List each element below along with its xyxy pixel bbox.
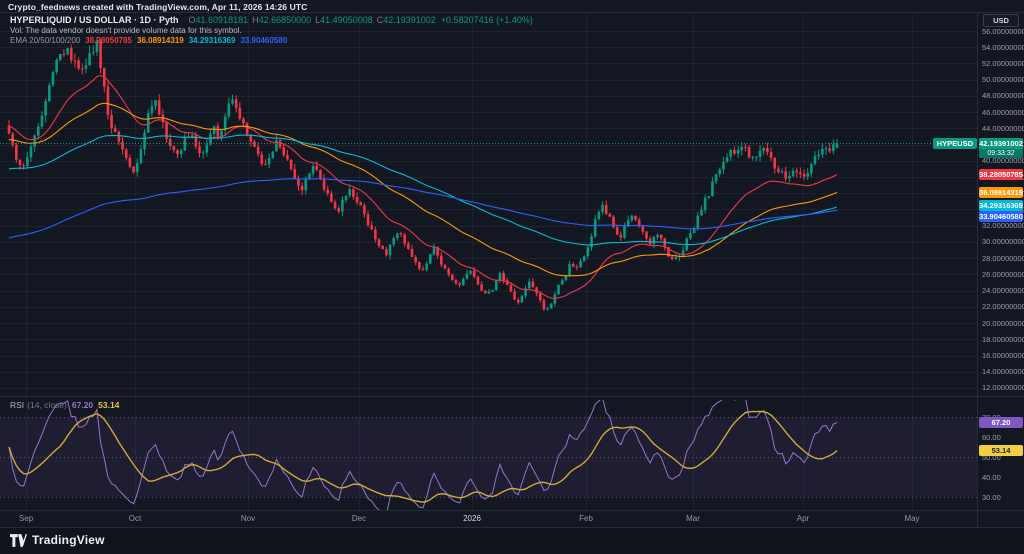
ohlc-letter: L: [315, 15, 321, 25]
time-label: 2026: [463, 514, 481, 523]
pane-separator-axis-footer: [0, 527, 1024, 528]
price-tick: 54.00000000: [982, 42, 1024, 52]
brand-name: TradingView: [32, 533, 105, 547]
tradingview-logo-icon: [10, 533, 27, 547]
price-tick: 24.00000000: [982, 286, 1024, 296]
pane-separator-top: [0, 12, 1024, 13]
ema-legend-value: 38.28050785: [85, 36, 132, 45]
symbol-title[interactable]: HYPERLIQUID / US DOLLAR · 1D · Pyth: [10, 15, 179, 25]
ema-legend-label: EMA 20/50/100/200: [10, 36, 81, 45]
ohlc-values: O41.60918181 H42.66850000 L41.49050008 C42.…: [185, 15, 436, 25]
rsi-tick: 50.00: [982, 452, 1001, 462]
rsi-legend[interactable]: RSI (14, close) 67.20 53.14: [10, 400, 119, 410]
price-tick: 28.00000000: [982, 253, 1024, 263]
rsi-tick: 40.00: [982, 472, 1001, 482]
rsi-tick: 70.00: [982, 413, 1001, 422]
price-axis[interactable]: USD 42.19391002 09:33:32 56.00000000 54.0…: [977, 12, 1024, 527]
ema-legend-value: 36.08914319: [137, 36, 184, 45]
rsi-tick: 60.00: [982, 432, 1001, 442]
currency-usd-button[interactable]: USD: [983, 14, 1019, 27]
ema-price-tag: 33.90460580: [979, 210, 1023, 222]
time-label: Dec: [351, 514, 367, 523]
ema-legend-values: 38.28050785 36.08914319 34.29316369 33.9046…: [80, 36, 287, 45]
attribution-text: Crypto_feednews created with TradingView…: [8, 2, 308, 12]
time-axis[interactable]: Sep Oct Nov Dec 2026 Feb Mar Apr May: [0, 511, 1024, 527]
ohlc-letter: C: [376, 15, 384, 25]
last-price-symbol-tag: HYPEUSD: [932, 137, 977, 149]
price-tick: 14.00000000: [982, 367, 1024, 377]
ohlc-number: 42.66850000: [258, 15, 312, 25]
price-tick: 30.00000000: [982, 237, 1024, 247]
ohlc-letter: H: [252, 15, 259, 25]
price-tick: 40.00000000: [982, 156, 1024, 166]
bar-countdown: 09:33:32: [979, 148, 1023, 158]
time-label: Sep: [18, 514, 34, 523]
ema-legend-value: 33.90460580: [240, 36, 288, 45]
ohlc-number: 41.49050008: [320, 15, 373, 25]
time-label: Feb: [579, 514, 593, 523]
time-label: Oct: [128, 514, 142, 523]
time-label: Nov: [240, 514, 256, 523]
price-tick: 12.00000000: [982, 383, 1024, 393]
rsi-params: (14, close): [27, 400, 67, 410]
ema-price-tag: 34.29316369: [979, 199, 1023, 211]
ema-legend-value: 34.29316369: [188, 36, 236, 45]
ohlc-number: 41.60918181: [195, 15, 249, 25]
rsi-value-tag: 53.14: [979, 445, 1023, 457]
change-value: +0.58207416 (+1.40%): [440, 15, 533, 25]
price-tick: 50.00000000: [982, 75, 1024, 85]
price-tick: 44.00000000: [982, 123, 1024, 133]
price-tick: 48.00000000: [982, 91, 1024, 101]
price-tick: 32.00000000: [982, 221, 1024, 231]
pane-separator-rsi-axis: [0, 510, 1024, 511]
last-price-value: 42.19391002: [979, 138, 1023, 148]
ema-price-tag: 36.08914319: [979, 187, 1023, 199]
pane-separator-main-rsi[interactable]: [0, 396, 1024, 397]
footer-bar: TradingView: [0, 528, 1024, 554]
ema-price-tag: 38.28050785: [979, 169, 1023, 181]
rsi-value: 67.20: [71, 400, 94, 410]
time-label: Mar: [686, 514, 700, 523]
price-tick: 26.00000000: [982, 269, 1024, 279]
rsi-value-tag: 67.20: [979, 417, 1023, 429]
price-tick: 16.00000000: [982, 351, 1024, 361]
ema-legend[interactable]: EMA 20/50/100/200 38.28050785 36.08914319 3…: [10, 36, 287, 45]
volume-note: Vol: The data vendor doesn't provide vol…: [10, 26, 242, 35]
price-chart-canvas[interactable]: [0, 12, 977, 510]
tradingview-logo[interactable]: TradingView: [10, 533, 105, 547]
symbol-legend[interactable]: HYPERLIQUID / US DOLLAR · 1D · Pyth O41.6…: [10, 15, 533, 25]
price-tick: 20.00000000: [982, 318, 1024, 328]
rsi-title: RSI: [10, 400, 25, 410]
ohlc-number: 42.19391002: [383, 15, 436, 25]
price-tick: 56.00000000: [982, 26, 1024, 36]
rsi-ma-value: 53.14: [98, 400, 120, 410]
rsi-tick: 30.00: [982, 492, 1001, 502]
price-tick: 46.00000000: [982, 107, 1024, 117]
ohlc-letter: O: [188, 15, 196, 25]
price-tick: 22.00000000: [982, 302, 1024, 312]
last-price-tag: 42.19391002 09:33:32: [979, 137, 1023, 158]
price-tick: 18.00000000: [982, 334, 1024, 344]
price-tick: 52.00000000: [982, 58, 1024, 68]
time-label: Apr: [796, 514, 810, 523]
time-label: May: [904, 514, 920, 523]
